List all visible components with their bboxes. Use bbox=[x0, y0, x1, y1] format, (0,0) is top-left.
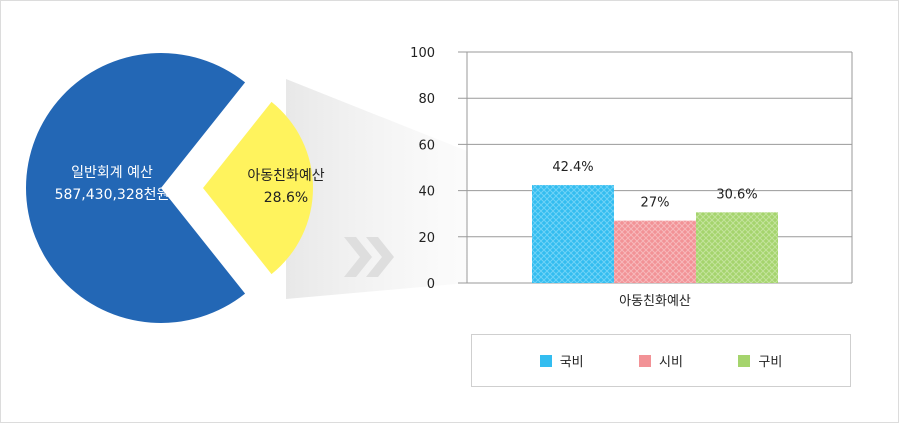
y-tick-label: 40 bbox=[418, 185, 435, 200]
pie-slice-label-line2: 28.6% bbox=[264, 190, 308, 206]
zoom-connector bbox=[286, 79, 467, 299]
bar-series bbox=[532, 185, 778, 283]
legend-swatch bbox=[539, 354, 552, 367]
legend-label: 국비 bbox=[559, 355, 584, 370]
bar-data-label: 42.4% bbox=[552, 160, 593, 175]
chart-legend: 국비 시비 구비 bbox=[471, 334, 851, 387]
legend-item-city: 시비 bbox=[639, 351, 683, 370]
y-tick-label: 100 bbox=[410, 46, 435, 61]
x-category-label: 아동친화예산 bbox=[619, 294, 691, 309]
y-tick-label: 0 bbox=[427, 277, 435, 292]
pie-slice-general-budget bbox=[25, 53, 246, 324]
legend-label: 구비 bbox=[758, 355, 783, 370]
pie-main-label-line2: 587,430,328천원 bbox=[55, 187, 170, 203]
legend-swatch bbox=[738, 354, 751, 367]
y-tick-label: 80 bbox=[418, 92, 435, 107]
legend-swatch bbox=[639, 354, 652, 367]
bar-data-labels: 42.4% 27% 30.6% bbox=[552, 160, 757, 211]
double-chevron-right-icon bbox=[344, 237, 394, 277]
pie-slice-child-friendly-budget bbox=[203, 101, 313, 275]
legend-item-national: 국비 bbox=[539, 351, 584, 370]
bar-2 bbox=[696, 212, 778, 283]
bar-1 bbox=[614, 220, 696, 283]
bar-0 bbox=[532, 185, 614, 283]
bar-data-label: 30.6% bbox=[716, 187, 757, 202]
y-tick-label: 60 bbox=[418, 138, 435, 153]
pie-slice-label-line1: 아동친화예산 bbox=[247, 168, 324, 184]
legend-item-district: 구비 bbox=[738, 351, 782, 370]
y-axis-ticks: 0 20 40 60 80 100 bbox=[410, 46, 435, 292]
bar-data-label: 27% bbox=[641, 196, 670, 211]
y-tick-label: 20 bbox=[418, 231, 435, 246]
legend-label: 시비 bbox=[659, 355, 683, 370]
pie-main-label-line1: 일반회계 예산 bbox=[71, 165, 153, 181]
